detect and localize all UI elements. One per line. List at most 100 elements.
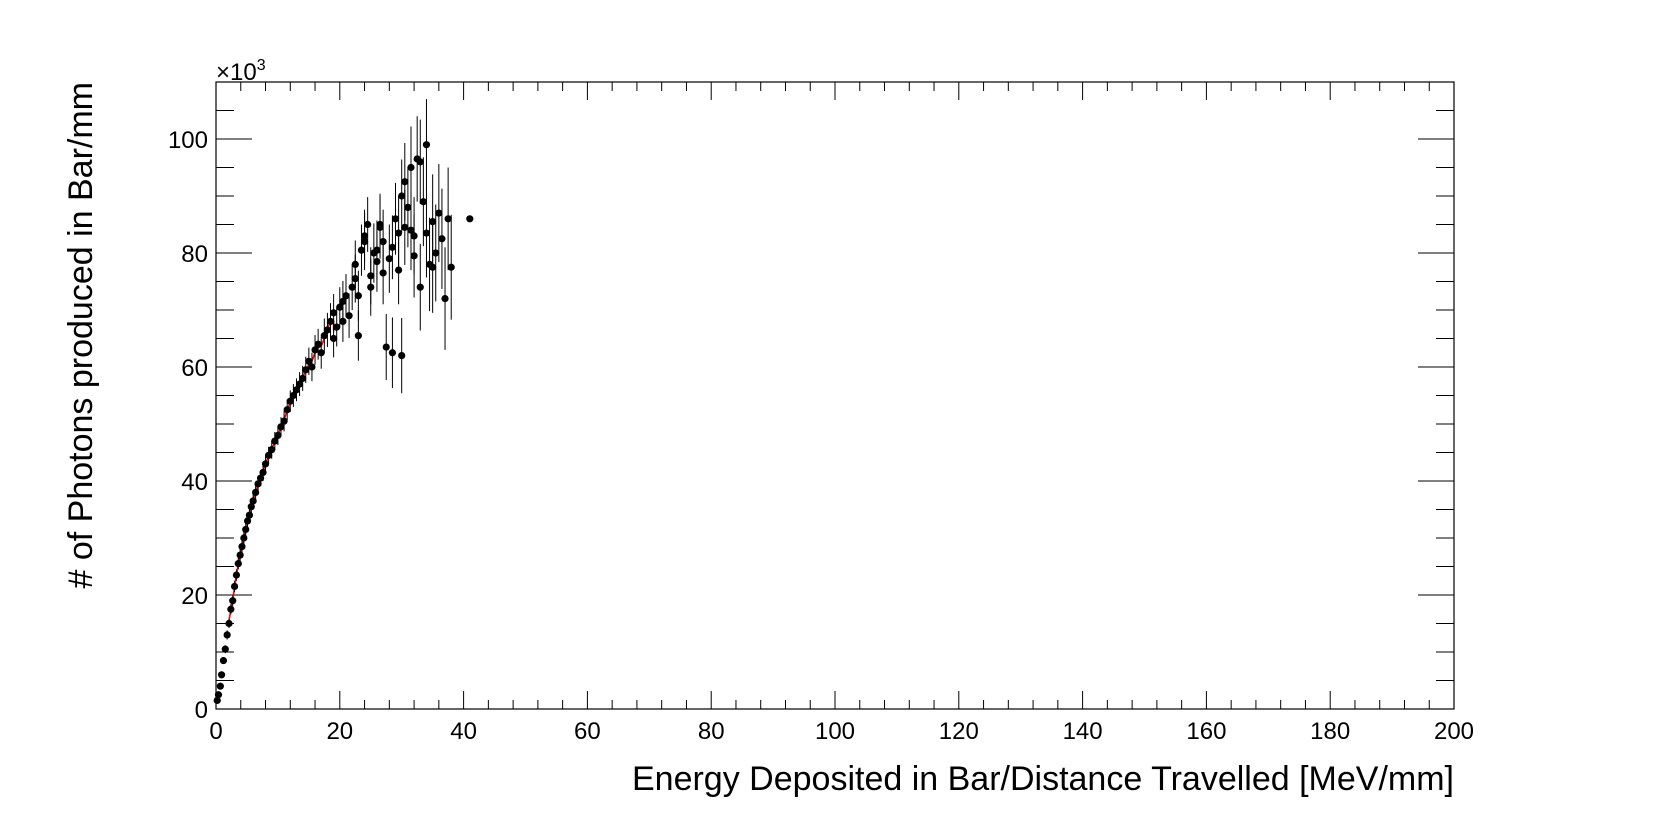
y-tick-labels: 0 20 40 60 80 100 — [168, 127, 208, 724]
data-point — [214, 691, 223, 699]
data-point — [314, 340, 322, 348]
x-tick-label: 20 — [326, 718, 353, 745]
data-point — [247, 503, 255, 511]
y-multiplier-label: ×103 — [216, 57, 266, 86]
data-point — [342, 292, 350, 300]
data-point — [391, 215, 400, 223]
data-point — [305, 357, 313, 365]
x-tick-label: 100 — [815, 718, 855, 745]
data-point — [219, 656, 228, 665]
data-point — [245, 511, 254, 519]
y-tick-label: 40 — [181, 469, 208, 496]
x-tick-label: 80 — [698, 718, 725, 745]
data-point — [265, 451, 273, 459]
data-point — [238, 542, 246, 551]
data-point — [330, 334, 338, 343]
data-point — [320, 332, 328, 340]
data-point — [236, 551, 244, 559]
data-point — [227, 605, 235, 613]
x-tick-label: 120 — [939, 718, 979, 745]
data-point — [401, 223, 409, 231]
data-point — [422, 229, 431, 237]
data-point — [280, 417, 288, 425]
data-point — [216, 682, 224, 690]
data-point — [388, 243, 397, 251]
data-point — [317, 349, 325, 357]
data-point — [261, 460, 270, 468]
data-point — [302, 366, 310, 374]
data-point — [221, 645, 229, 653]
data-point — [444, 215, 452, 223]
data-point — [416, 158, 424, 166]
data-point — [398, 352, 406, 360]
data-point — [367, 283, 375, 291]
data-point — [283, 406, 291, 414]
data-point — [351, 275, 359, 283]
data-point — [229, 597, 237, 605]
data-point — [410, 252, 418, 260]
data-point — [339, 317, 347, 325]
data-point — [354, 292, 362, 300]
data-point — [364, 220, 372, 229]
y-tick-label: 20 — [181, 583, 208, 610]
data-point — [217, 671, 226, 679]
data-point — [360, 232, 369, 240]
y-tick-label: 100 — [168, 127, 208, 154]
y-multiplier-exponent: 3 — [257, 57, 266, 74]
data-point — [259, 468, 267, 477]
data-point — [271, 437, 279, 445]
x-tick-label: 40 — [450, 718, 477, 745]
data-point — [243, 517, 252, 525]
y-tick-label: 80 — [181, 241, 208, 268]
x-tick-labels: 0 20 40 60 80 100 120 140 160 180 200 — [209, 718, 1474, 745]
y-tick-label: 60 — [181, 355, 208, 382]
data-point — [240, 534, 248, 542]
data-point — [292, 386, 301, 394]
data-point — [256, 474, 265, 482]
data-point — [323, 326, 332, 334]
data-point — [432, 249, 440, 257]
data-point — [274, 431, 282, 439]
x-axis-title: Energy Deposited in Bar/Distance Travell… — [632, 760, 1454, 798]
x-tick-label: 140 — [1063, 718, 1103, 745]
data-point — [339, 297, 347, 306]
data-point — [376, 220, 384, 229]
data-point — [299, 374, 307, 382]
x-tick-label: 0 — [209, 718, 222, 745]
data-point — [447, 263, 455, 271]
data-point — [249, 497, 257, 505]
data-point — [242, 525, 250, 534]
data-point — [223, 631, 231, 639]
data-point — [326, 317, 335, 325]
data-point — [373, 257, 381, 266]
data-point — [311, 346, 319, 354]
data-point — [277, 423, 285, 431]
data-point — [333, 323, 341, 331]
data-point — [404, 203, 412, 211]
data-point — [354, 332, 362, 340]
data-point — [422, 141, 431, 149]
data-point — [289, 391, 297, 400]
data-point — [407, 226, 415, 234]
data-point — [379, 238, 387, 246]
error-bars — [216, 99, 452, 703]
data-point — [438, 235, 446, 243]
x-tick-label: 60 — [574, 718, 601, 745]
data-point — [234, 560, 242, 568]
fit-line — [228, 320, 337, 621]
data-point — [357, 246, 366, 254]
data-point — [382, 343, 390, 351]
data-point — [268, 446, 276, 454]
data-point — [254, 480, 262, 488]
y-multiplier-base: ×10 — [216, 59, 257, 86]
data-point — [230, 582, 239, 591]
data-point — [416, 283, 424, 291]
data-point — [395, 229, 403, 237]
data-point — [435, 209, 443, 217]
data-point — [466, 215, 474, 223]
x-tick-label: 180 — [1310, 718, 1350, 745]
data-point — [373, 246, 381, 254]
data-point — [429, 263, 437, 271]
fit-curve — [228, 320, 337, 621]
